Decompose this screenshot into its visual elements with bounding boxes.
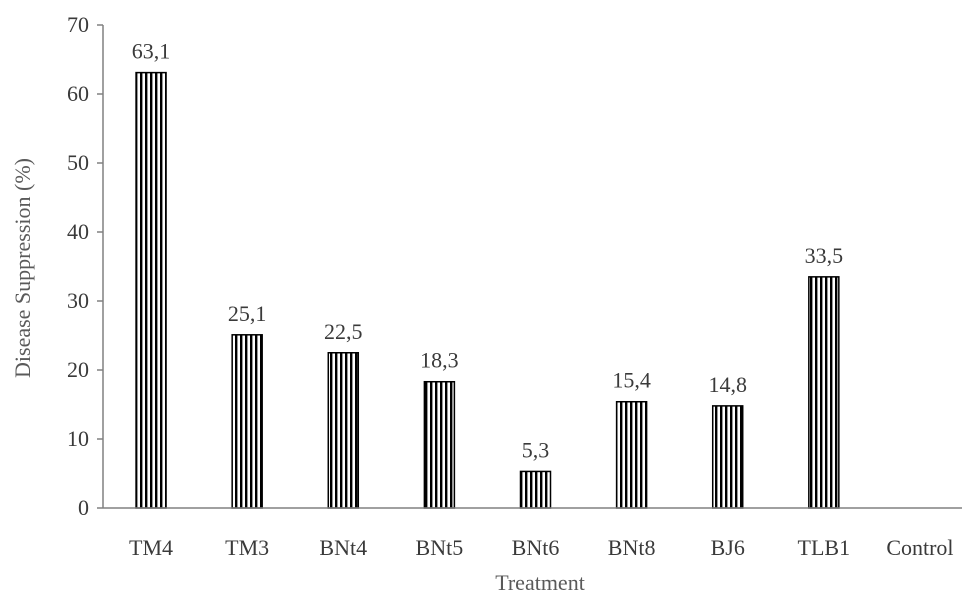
bar-tm3 (231, 334, 263, 509)
x-tick-label-bnt5: BNt5 (416, 535, 464, 560)
x-axis-title: Treatment (495, 570, 585, 595)
bar-bnt5 (423, 380, 456, 509)
y-tick-label: 40 (67, 219, 89, 244)
data-label-tlb1: 33,5 (805, 243, 844, 268)
x-tick-label-bnt8: BNt8 (608, 535, 656, 560)
y-axis-title: Disease Suppression (%) (10, 158, 35, 378)
x-tick-label-bnt4: BNt4 (319, 535, 367, 560)
x-tick-label-tm3: TM3 (225, 535, 269, 560)
bars (135, 71, 840, 509)
x-tick-label-tlb1: TLB1 (798, 535, 851, 560)
y-tick-label: 50 (67, 150, 89, 175)
data-label-bnt5: 18,3 (420, 348, 459, 373)
y-tick-label: 0 (78, 495, 89, 520)
data-label-bj6: 14,8 (708, 372, 747, 397)
data-label-tm4: 63,1 (132, 39, 171, 64)
y-tick-label: 70 (67, 12, 89, 37)
x-tick-label-bj6: BJ6 (711, 535, 745, 560)
data-label-bnt6: 5,3 (522, 437, 550, 462)
y-tick-label: 10 (67, 426, 89, 451)
data-label-bnt4: 22,5 (324, 319, 363, 344)
bar-tlb1 (808, 276, 840, 509)
bar-bj6 (711, 405, 744, 509)
data-labels: 63,1 25,1 22,5 18,3 5,3 15,4 14,8 33,5 (132, 39, 843, 463)
bar-bnt4 (327, 352, 360, 509)
y-tick-label: 30 (67, 288, 89, 313)
x-tick-label-control: Control (886, 535, 953, 560)
bar-bnt6 (519, 470, 552, 509)
bar-bnt8 (615, 400, 648, 509)
y-tick-label: 60 (67, 81, 89, 106)
x-axis-ticks: TM4 TM3 BNt4 BNt5 BNt6 BNt8 BJ6 TLB1 Control (129, 535, 954, 560)
data-label-bnt8: 15,4 (612, 368, 651, 393)
data-label-tm3: 25,1 (228, 301, 267, 326)
bar-tm4 (135, 71, 167, 509)
y-tick-label: 20 (67, 357, 89, 382)
x-tick-label-bnt6: BNt6 (512, 535, 560, 560)
y-axis-ticks: 0 10 20 30 40 50 60 70 (67, 12, 103, 520)
x-tick-label-tm4: TM4 (129, 535, 173, 560)
